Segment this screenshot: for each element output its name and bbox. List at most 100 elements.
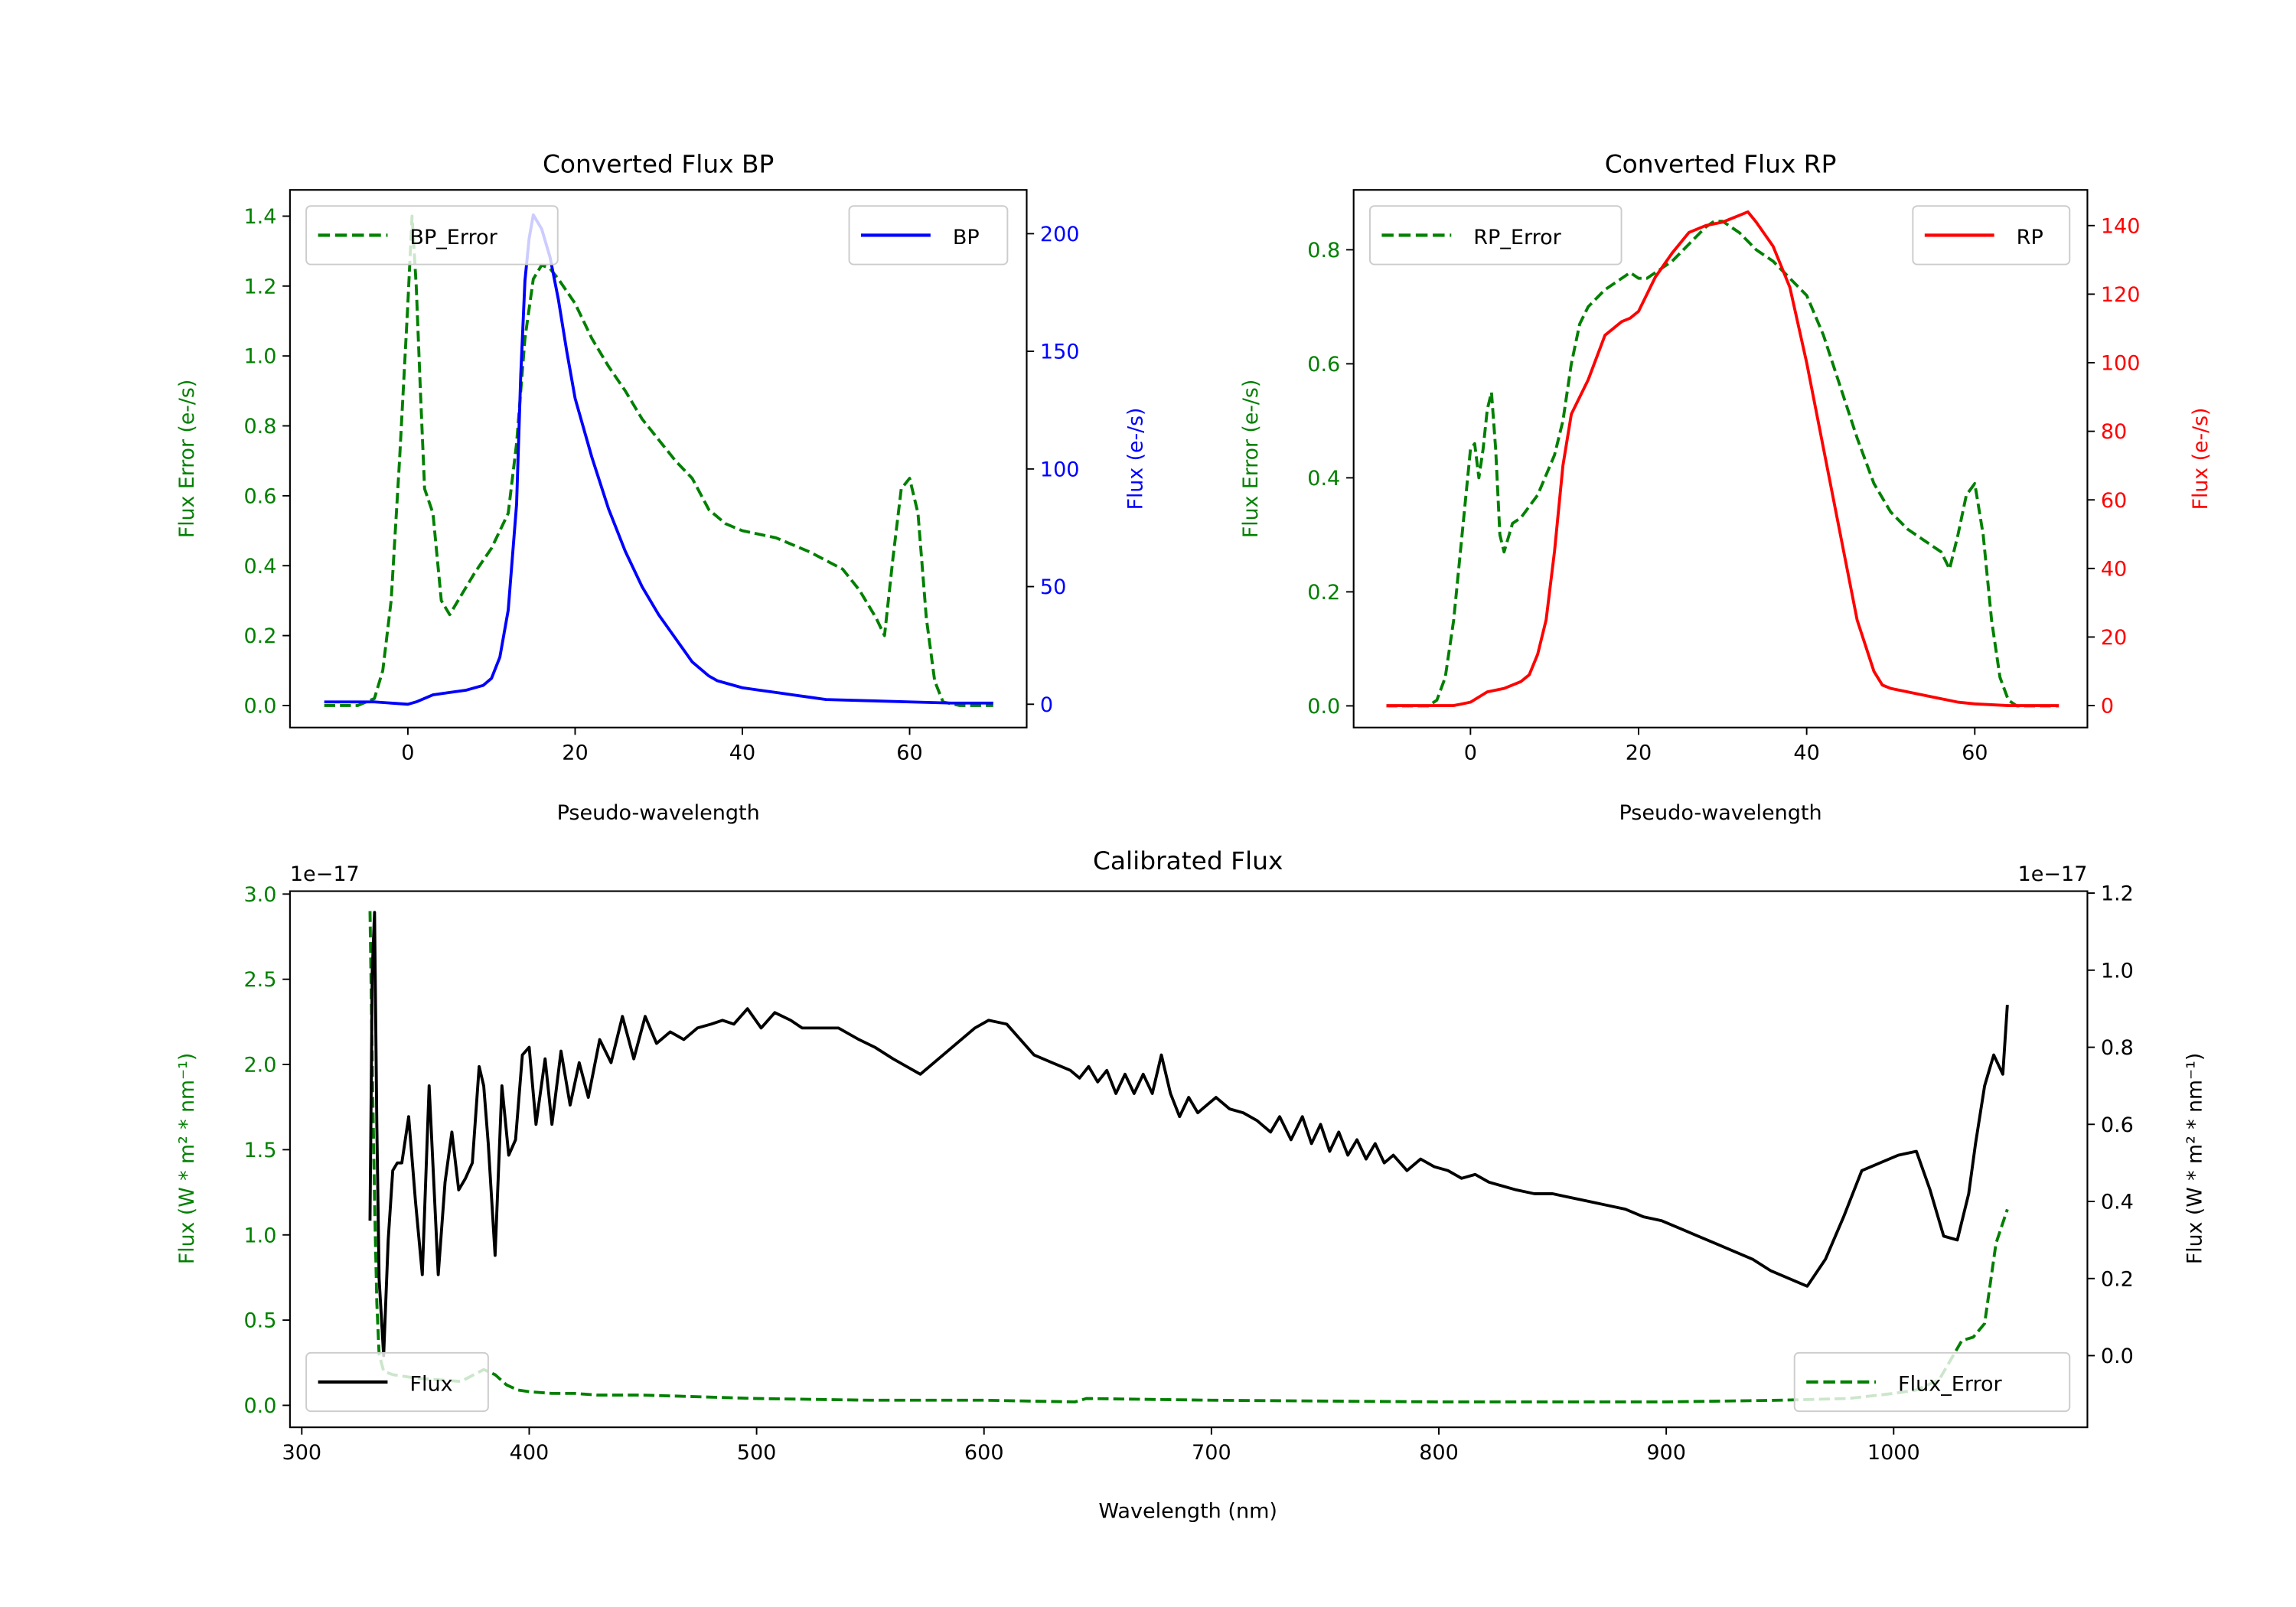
bp-left-y-axis-label: Flux Error (e-/s) [175,380,199,538]
rp-x-tick-label: 20 [1626,742,1652,765]
rp-left-y-tick-label: 0.4 [1307,467,1340,491]
calibrated-error-legend-box [1793,1351,2071,1413]
calibrated-x-tick-label: 300 [282,1441,322,1465]
rp-right-y-tick-label: 0 [2101,695,2114,719]
calibrated-right-y-tick-label: 0.2 [2101,1267,2134,1291]
bp-left-y-tick-label: 0.0 [243,695,276,719]
bp-error-legend: BP_Error [305,205,559,266]
bp-left-y-tick-label: 0.4 [243,555,276,579]
rp-error-legend: RP_Error [1368,205,1623,266]
rp-error-legend-label: RP_Error [1473,226,1561,249]
rp-series-layer [1386,210,2060,708]
calibrated-right-y-tick-label: 0.0 [2101,1345,2134,1368]
rp-right-y-ticks: 0 20 40 60 80 100 120 140 [2087,214,2141,719]
calibrated-x-tick-label: 400 [510,1441,550,1465]
bp-right-y-axis-label: Flux (e-/s) [1124,408,1147,510]
bp-x-tick-label: 0 [401,742,414,765]
calibrated-x-tick-label: 900 [1646,1441,1686,1465]
calibrated-right-y-axis-label: Flux (W * m² * nm⁻¹) [2183,1053,2206,1264]
calibrated-plot-frame [289,890,2089,1429]
calibrated-left-y-tick-label: 1.5 [243,1139,276,1162]
rp-series-rp [1386,210,2060,707]
bp-x-tick-label: 40 [729,742,755,765]
rp-left-y-tick-label: 0.0 [1307,695,1340,719]
rp-x-tick-label: 0 [1464,742,1477,765]
bp-left-y-tick-label: 1.4 [243,205,276,229]
bp-left-y-ticks: 0.0 0.2 0.4 0.6 0.8 1.0 1.2 1.4 [243,205,290,719]
rp-left-y-tick-label: 0.6 [1307,353,1340,376]
calibrated-right-offset-label: 1e−17 [2018,862,2088,886]
calibrated-series-flux [368,911,2009,1358]
bp-x-tick-label: 20 [562,742,588,765]
rp-left-y-tick-label: 0.8 [1307,239,1340,262]
rp-panel: Converted Flux RP 0 20 40 60 0.00.20.40.60.… [1239,149,2213,824]
calibrated-left-offset-label: 1e−17 [290,862,360,886]
rp-right-y-tick-label: 40 [2101,558,2127,582]
bp-right-y-tick-label: 150 [1040,341,1080,364]
rp-right-y-tick-label: 120 [2101,283,2141,307]
calibrated-right-y-tick-label: 0.8 [2101,1036,2134,1060]
bp-x-tick-label: 60 [896,742,922,765]
calibrated-x-tick-label: 800 [1419,1441,1459,1465]
bp-left-y-tick-label: 0.6 [243,485,276,509]
calibrated-left-y-tick-label: 1.0 [243,1224,276,1247]
calibrated-right-y-tick-label: 0.6 [2101,1113,2134,1137]
calibrated-flux-legend-label: Flux [409,1373,452,1397]
rp-legend: RP [1912,205,2071,266]
calibrated-left-y-tick-label: 2.0 [243,1054,276,1077]
calibrated-left-y-ticks: 0.0 0.5 1.0 1.5 2.0 2.5 3.0 [243,883,290,1418]
calibrated-left-y-tick-label: 0.0 [243,1394,276,1418]
calibrated-panel: Calibrated Flux 1e−17 1e−17 300 400 500 600… [175,846,2206,1523]
bp-series-layer [324,213,993,707]
calibrated-title: Calibrated Flux [1093,846,1283,875]
bp-x-axis-label: Pseudo-wavelength [557,801,760,825]
calibrated-left-y-tick-label: 0.5 [243,1309,276,1333]
rp-series-rp-error [1386,220,2060,708]
rp-right-y-tick-label: 80 [2101,420,2127,444]
calibrated-x-tick-label: 1000 [1867,1441,1920,1465]
bp-right-y-tick-label: 200 [1040,223,1080,246]
calibrated-x-ticks: 300 400 500 600 700 800 900 1000 [282,1427,1920,1465]
rp-plot-frame [1352,189,2089,729]
calibrated-error-legend: Flux_Error [1793,1351,2071,1413]
bp-right-y-tick-label: 50 [1040,575,1066,599]
bp-left-y-tick-label: 0.2 [243,624,276,648]
rp-x-tick-label: 40 [1793,742,1819,765]
calibrated-right-y-ticks: 0.0 0.2 0.4 0.6 0.8 1.0 1.2 [2087,882,2134,1368]
bp-series-bp [324,213,993,706]
calibrated-left-y-tick-label: 2.5 [243,968,276,992]
calibrated-flux-legend-box [305,1351,489,1413]
rp-right-y-tick-label: 140 [2101,214,2141,238]
calibrated-right-y-tick-label: 1.2 [2101,882,2134,906]
rp-x-ticks: 0 20 40 60 [1464,727,1988,765]
bp-plot-frame [289,189,1028,729]
rp-right-y-tick-label: 60 [2101,489,2127,513]
bp-legend: BP [848,205,1009,266]
calibrated-flux-legend: Flux [305,1351,489,1413]
bp-title: Converted Flux BP [543,149,774,178]
rp-left-y-ticks: 0.0 0.2 0.4 0.6 0.8 [1307,239,1354,719]
calibrated-right-y-tick-label: 0.4 [2101,1191,2134,1214]
bp-error-legend-box [305,205,559,266]
bp-right-y-tick-label: 0 [1040,693,1053,717]
calibrated-left-y-tick-label: 3.0 [243,883,276,907]
calibrated-right-y-tick-label: 1.0 [2101,959,2134,983]
bp-x-ticks: 0 20 40 60 [401,727,923,765]
bp-legend-label: BP [953,226,980,249]
rp-legend-label: RP [2017,226,2043,249]
bp-panel: Converted Flux BP 0 20 40 60 0.00.20.40.60.… [175,149,1147,824]
calibrated-x-tick-label: 600 [964,1441,1004,1465]
rp-left-y-axis-label: Flux Error (e-/s) [1239,380,1263,538]
bp-left-y-tick-label: 1.0 [243,345,276,369]
rp-right-y-tick-label: 100 [2101,352,2141,376]
calibrated-error-legend-label: Flux_Error [1898,1373,2003,1397]
rp-title: Converted Flux RP [1605,149,1837,178]
bp-right-y-ticks: 0 50 100 150 200 [1026,223,1080,717]
rp-right-y-axis-label: Flux (e-/s) [2189,408,2213,510]
rp-error-legend-box [1368,205,1623,266]
calibrated-left-y-axis-label: Flux (W * m² * nm⁻¹) [175,1053,199,1264]
rp-x-axis-label: Pseudo-wavelength [1619,801,1821,825]
calibrated-x-tick-label: 700 [1192,1441,1231,1465]
calibrated-x-tick-label: 500 [737,1441,777,1465]
